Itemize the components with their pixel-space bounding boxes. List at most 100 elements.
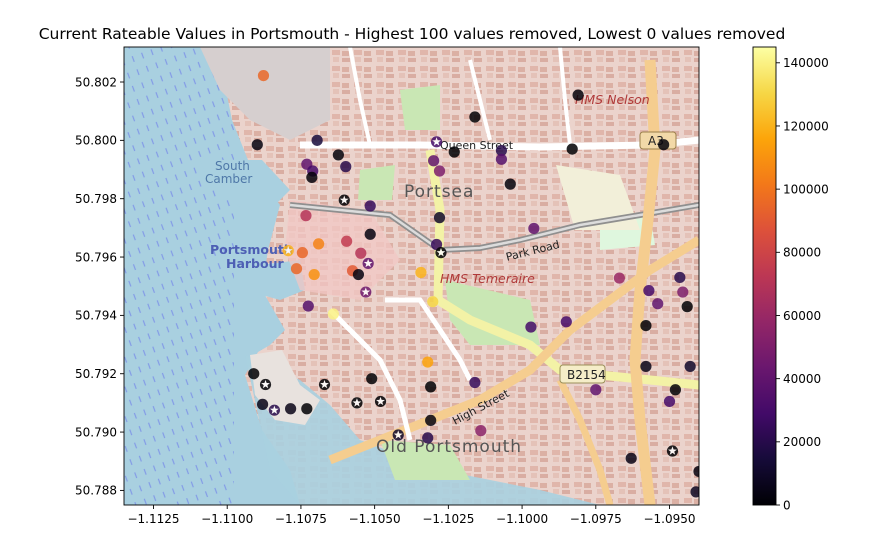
data-point: [560, 316, 572, 328]
data-point: [663, 395, 676, 408]
data-point: [652, 298, 664, 310]
data-point: [566, 143, 578, 155]
data-point: [427, 296, 439, 308]
scatter-points: [248, 69, 699, 498]
x-tick-label: −1.1000: [496, 512, 548, 526]
data-point: [430, 136, 443, 148]
map-label-harbour: Harbour: [226, 256, 284, 271]
basemap: HMS Nelson Queen Street Portsea South Ca…: [124, 47, 699, 505]
data-point: [366, 373, 378, 385]
data-point: [528, 222, 540, 235]
data-point: [428, 155, 440, 167]
data-point: [525, 321, 537, 333]
data-point: [469, 376, 481, 389]
data-point: [684, 360, 696, 373]
chart-title: Current Rateable Values in Portsmouth - …: [39, 25, 786, 43]
data-point: [475, 425, 487, 437]
colorbar-tick-label: 40000: [783, 372, 821, 386]
data-point: [290, 263, 303, 275]
y-tick-label: 50.792: [75, 367, 117, 381]
data-point: [425, 381, 437, 393]
data-point: [251, 139, 263, 151]
map-label-portsmouth: Portsmouth: [210, 242, 293, 257]
map-label-b2154: B2154: [567, 368, 606, 382]
data-point: [677, 286, 689, 298]
data-point: [306, 171, 318, 183]
y-axis: 50.788 50.790 50.792 50.794 50.796 50.798 50.8…: [75, 75, 124, 498]
data-point: [669, 384, 682, 396]
data-point: [572, 89, 584, 101]
data-point: [469, 111, 481, 123]
map-label-hms-temeraire: HMS Temeraire: [440, 271, 535, 286]
data-point: [362, 257, 374, 270]
data-point: [640, 319, 652, 332]
map-label-old-portsmouth: Old Portsmouth: [376, 437, 522, 457]
data-point: [435, 247, 447, 259]
data-point: [308, 268, 320, 281]
data-point: [301, 403, 313, 415]
data-point: [422, 356, 434, 368]
data-point: [341, 235, 353, 247]
colorbar-tick-label: 100000: [783, 182, 829, 196]
data-point: [433, 165, 446, 177]
data-point: [313, 238, 325, 250]
data-point: [338, 194, 350, 206]
data-point: [425, 414, 437, 427]
x-axis: −1.1125 −1.1100 −1.1075 −1.1050 −1.1025 −1.10…: [127, 505, 696, 526]
data-point: [360, 286, 372, 298]
x-tick-label: −1.0950: [643, 512, 695, 526]
plot-area-frame: [123, 46, 700, 506]
colorbar-tick-label: 80000: [783, 246, 821, 260]
data-point: [285, 403, 297, 415]
data-point: [302, 300, 314, 312]
data-point: [340, 161, 352, 173]
data-point: [352, 268, 365, 281]
data-point: [613, 272, 625, 284]
data-point: [351, 397, 363, 409]
data-point: [257, 69, 270, 82]
data-point: [433, 212, 446, 224]
y-tick-label: 50.790: [75, 425, 117, 439]
data-point: [415, 266, 427, 279]
colorbar-axis: 0 20000 40000 60000 80000 100000 120000 140000: [776, 56, 829, 512]
y-tick-label: 50.788: [75, 484, 117, 498]
data-point: [300, 210, 312, 222]
x-tick-label: −1.1125: [127, 512, 179, 526]
colorbar-tick-label: 120000: [783, 119, 829, 133]
data-point: [364, 200, 376, 212]
y-tick-label: 50.800: [75, 134, 117, 148]
data-point: [495, 153, 508, 165]
data-point: [327, 308, 339, 320]
data-point: [430, 238, 443, 251]
y-tick-label: 50.796: [75, 250, 117, 264]
data-point: [296, 247, 308, 259]
colorbar-tick-label: 0: [783, 498, 791, 512]
y-tick-label: 50.798: [75, 192, 117, 206]
data-point: [625, 452, 637, 464]
data-point: [256, 398, 269, 410]
data-point: [374, 395, 387, 408]
data-point: [674, 271, 686, 284]
data-point: [248, 368, 260, 380]
data-point: [693, 465, 699, 478]
map-label-south: South: [215, 159, 250, 173]
colorbar-tick-label: 140000: [783, 56, 829, 70]
data-point: [355, 247, 367, 259]
data-point: [392, 429, 404, 441]
data-point: [422, 432, 434, 444]
data-point: [268, 404, 280, 416]
map-label-portsea: Portsea: [404, 182, 474, 202]
data-point: [690, 486, 699, 498]
data-point: [259, 378, 272, 391]
colorbar-tick-label: 60000: [783, 309, 821, 323]
map-label-camber: Camber: [205, 172, 252, 186]
data-point: [658, 139, 670, 151]
map-label-hms-nelson: HMS Nelson: [575, 92, 650, 107]
y-tick-label: 50.794: [75, 309, 117, 323]
data-point: [504, 178, 516, 190]
data-point: [643, 284, 655, 297]
data-point: [332, 149, 344, 161]
colorbar: [752, 46, 777, 506]
data-point: [640, 360, 652, 373]
